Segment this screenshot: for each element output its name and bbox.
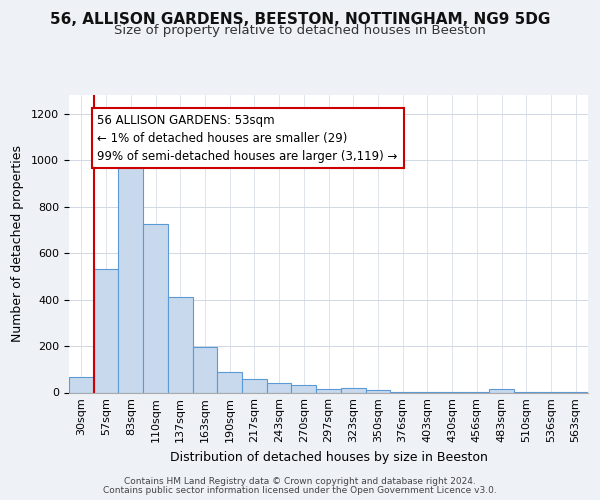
Y-axis label: Number of detached properties: Number of detached properties xyxy=(11,145,24,342)
X-axis label: Distribution of detached houses by size in Beeston: Distribution of detached houses by size … xyxy=(170,451,487,464)
Text: Contains HM Land Registry data © Crown copyright and database right 2024.: Contains HM Land Registry data © Crown c… xyxy=(124,477,476,486)
Bar xyxy=(118,160,143,392)
Text: Size of property relative to detached houses in Beeston: Size of property relative to detached ho… xyxy=(114,24,486,37)
Text: 56, ALLISON GARDENS, BEESTON, NOTTINGHAM, NG9 5DG: 56, ALLISON GARDENS, BEESTON, NOTTINGHAM… xyxy=(50,12,550,28)
Bar xyxy=(143,224,168,392)
Bar xyxy=(193,346,217,393)
Bar xyxy=(365,390,390,392)
Bar xyxy=(217,372,242,392)
Bar xyxy=(489,389,514,392)
Text: Contains public sector information licensed under the Open Government Licence v3: Contains public sector information licen… xyxy=(103,486,497,495)
Bar xyxy=(292,385,316,392)
Text: 56 ALLISON GARDENS: 53sqm
← 1% of detached houses are smaller (29)
99% of semi-d: 56 ALLISON GARDENS: 53sqm ← 1% of detach… xyxy=(97,114,398,162)
Bar xyxy=(341,388,365,392)
Bar xyxy=(69,378,94,392)
Bar xyxy=(267,383,292,392)
Bar xyxy=(316,389,341,392)
Bar xyxy=(242,379,267,392)
Bar xyxy=(94,270,118,392)
Bar xyxy=(168,297,193,392)
